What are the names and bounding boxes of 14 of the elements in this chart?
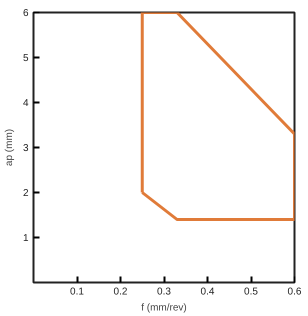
- x-tick-label: 0.3: [157, 286, 172, 298]
- x-axis-title: f (mm/rev): [141, 302, 187, 314]
- x-tick-label: 0.6: [288, 286, 302, 298]
- y-axis-title: ap (mm): [4, 128, 15, 166]
- y-tick-label: 1: [22, 233, 29, 244]
- x-tick-label: 0.5: [244, 286, 258, 298]
- y-tick-label: 6: [22, 8, 29, 19]
- y-tick-label: 4: [22, 98, 29, 109]
- x-tick-label: 0.2: [114, 286, 128, 298]
- x-tick-label: 0.1: [70, 286, 84, 298]
- y-tick-label: 5: [22, 53, 29, 64]
- x-tick-label: 0.4: [200, 286, 215, 298]
- y-tick-label: 2: [22, 188, 29, 199]
- y-tick-label: 3: [22, 143, 29, 154]
